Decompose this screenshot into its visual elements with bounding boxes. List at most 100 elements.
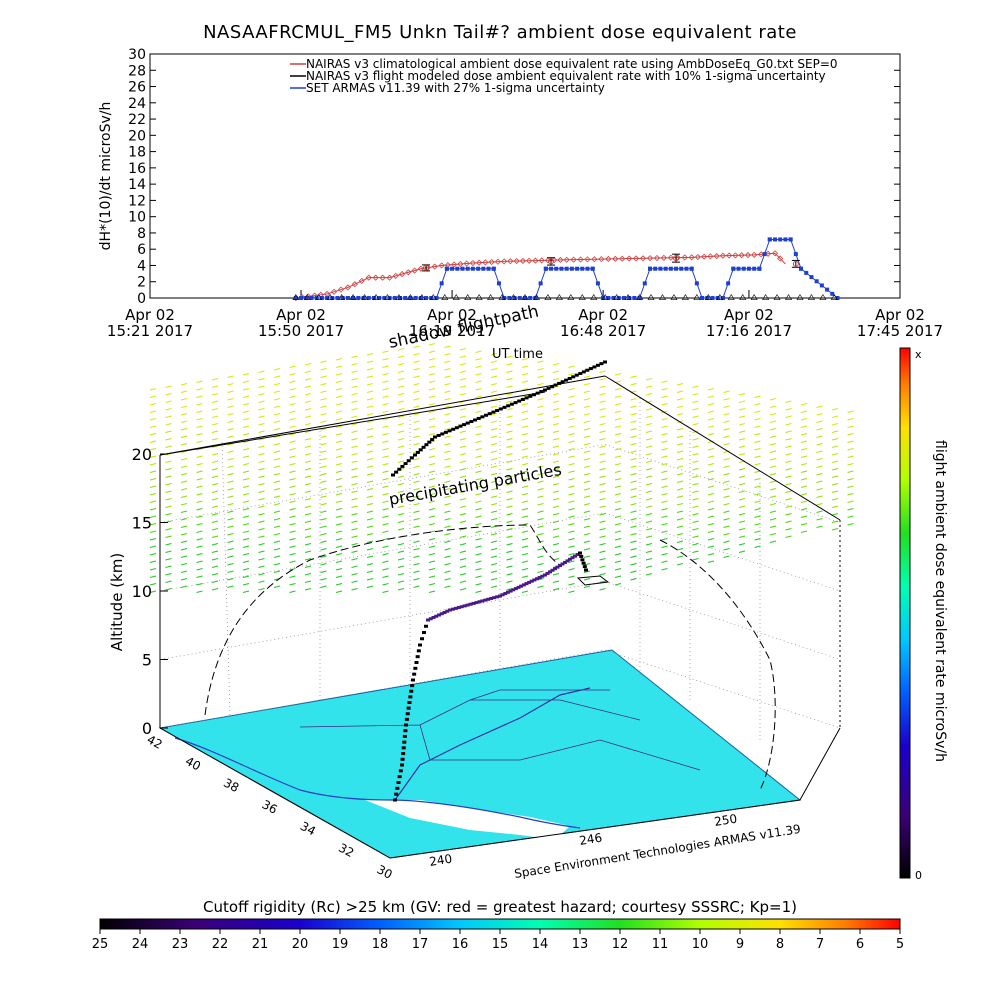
cruise-dot xyxy=(548,570,552,574)
particle-dash xyxy=(785,407,792,411)
grid-line xyxy=(159,512,841,592)
particle-dash xyxy=(475,372,482,376)
particle-dash xyxy=(800,402,808,406)
particle-dash xyxy=(707,477,715,481)
particle-dash xyxy=(196,530,203,534)
data-point-square xyxy=(741,266,746,271)
particle-dash xyxy=(521,515,529,519)
particle-dash xyxy=(211,407,219,411)
particle-dash xyxy=(258,512,265,516)
particle-dash xyxy=(289,522,296,526)
particle-dash xyxy=(645,520,653,524)
particle-dash xyxy=(335,447,343,451)
data-point-square xyxy=(356,296,361,300)
particle-dash xyxy=(351,407,358,411)
particle-dash xyxy=(397,422,405,426)
particle-dash xyxy=(738,527,746,531)
x-tick-label-time: 16:48 2017 xyxy=(560,322,646,340)
particle-dash xyxy=(537,375,544,379)
particle-dash xyxy=(320,427,327,431)
particle-dash xyxy=(831,467,839,471)
particle-dash xyxy=(149,455,157,459)
particle-dash xyxy=(444,345,451,349)
particle-dash xyxy=(149,507,157,511)
particle-dash xyxy=(785,475,792,479)
particle-dash xyxy=(692,385,699,389)
particle-dash xyxy=(382,425,389,429)
particle-dash xyxy=(196,500,203,504)
data-point-triangle xyxy=(452,294,460,300)
particle-dash xyxy=(304,505,312,509)
particle-dash xyxy=(335,522,343,526)
particle-dash xyxy=(552,415,560,419)
y-tick-label: 24 xyxy=(128,96,146,112)
data-point-square xyxy=(299,296,304,300)
particle-dash xyxy=(490,405,498,409)
cruise-dot xyxy=(503,592,508,596)
particle-dash xyxy=(661,395,668,399)
series-climatological-line xyxy=(295,252,786,299)
data-point-diamond xyxy=(777,255,784,262)
particle-dash xyxy=(242,402,250,406)
particle-dash xyxy=(335,410,343,414)
particle-dash xyxy=(242,425,250,429)
descent-dot xyxy=(580,558,585,562)
particle-dash xyxy=(816,472,823,476)
particle-dash xyxy=(196,515,203,519)
cruise-dot xyxy=(568,557,572,561)
particle-dash xyxy=(366,427,374,431)
particle-dash xyxy=(537,547,544,551)
ascent-dot xyxy=(408,695,413,699)
data-point-triangle xyxy=(441,294,449,300)
particle-dash xyxy=(320,487,327,491)
particle-dash xyxy=(754,432,761,436)
particle-dash xyxy=(568,515,575,519)
data-point-diamond xyxy=(351,281,358,288)
particle-dash xyxy=(568,365,575,369)
z-tick-label: 20 xyxy=(132,445,152,464)
particle-dash xyxy=(180,442,188,446)
data-point-square xyxy=(804,270,809,275)
particle-dash xyxy=(428,395,436,399)
particle-dash xyxy=(723,502,730,506)
particle-dash xyxy=(165,400,172,404)
particle-dash xyxy=(382,357,389,361)
particle-dash xyxy=(490,532,498,536)
data-point-triangle xyxy=(475,294,483,300)
data-point-square xyxy=(590,266,595,271)
particle-dash xyxy=(490,435,498,439)
particle-dash xyxy=(366,450,374,454)
cruise-dot xyxy=(500,593,505,597)
particle-dash xyxy=(428,455,436,459)
particle-dash xyxy=(289,402,296,406)
shadow-path-dot xyxy=(418,448,423,452)
particle-dash xyxy=(692,460,699,464)
particle-dash xyxy=(521,477,529,481)
particle-dash xyxy=(831,512,839,516)
y-tick-label: 26 xyxy=(128,80,146,96)
particle-dash xyxy=(273,502,281,506)
particle-dash xyxy=(258,527,265,531)
cruise-dot xyxy=(550,568,555,572)
rigidity-ticks: 25 24 23 22 21 20 19 18 17 16 15 14 13 12 11 10 9 8 7 6 5 xyxy=(92,929,904,952)
particle-dash xyxy=(599,565,606,569)
particle-dash xyxy=(490,382,498,386)
data-point-triangle xyxy=(555,294,563,300)
particle-dash xyxy=(537,427,544,431)
particle-dash xyxy=(537,555,544,559)
particle-dash xyxy=(335,462,343,466)
particle-dash xyxy=(537,495,544,499)
particle-dash xyxy=(351,565,358,569)
particle-dash xyxy=(180,555,188,559)
particle-dash xyxy=(227,457,234,461)
particle-dash xyxy=(630,480,637,484)
data-point-diamond xyxy=(667,254,674,261)
particle-dash xyxy=(211,475,219,479)
particle-dash xyxy=(769,405,777,409)
particle-dash xyxy=(630,450,637,454)
particle-dash xyxy=(289,372,296,376)
particle-dash xyxy=(242,440,250,444)
particle-dash xyxy=(676,502,684,506)
rigidity-tick-label: 6 xyxy=(856,937,864,952)
data-point-square xyxy=(418,296,423,300)
